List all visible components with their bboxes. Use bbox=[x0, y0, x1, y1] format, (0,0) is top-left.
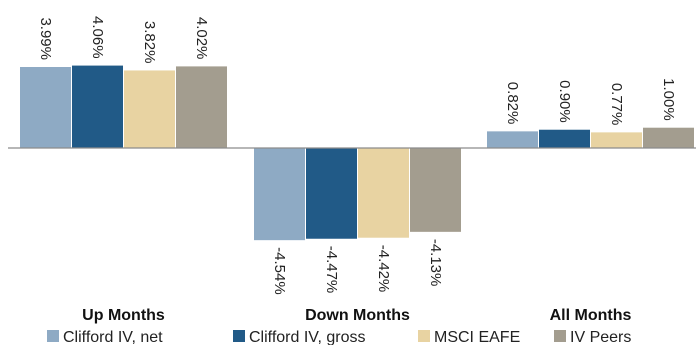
data-label-3-2: 0.90% bbox=[556, 80, 573, 123]
bar-1-2 bbox=[72, 65, 123, 148]
data-label-2-4: -4.13% bbox=[427, 239, 444, 287]
category-label-1: Up Months bbox=[82, 307, 165, 324]
bar-3-1 bbox=[487, 131, 538, 148]
data-label-1-2: 4.06% bbox=[89, 16, 106, 59]
data-label-3-1: 0.82% bbox=[504, 82, 521, 125]
bar-1-4 bbox=[176, 66, 227, 148]
bars-group bbox=[20, 65, 694, 241]
category-labels-group: Up Months Down Months All Months bbox=[82, 307, 631, 324]
data-label-3-4: 1.00% bbox=[660, 78, 677, 121]
legend: Clifford IV, net Clifford IV, gross MSCI E… bbox=[47, 329, 631, 345]
legend-label-4: IV Peers bbox=[570, 329, 631, 345]
data-label-3-3: 0.77% bbox=[608, 83, 625, 126]
legend-label-2: Clifford IV, gross bbox=[249, 329, 366, 345]
legend-swatch-2 bbox=[233, 330, 245, 342]
bar-1-1 bbox=[20, 67, 71, 148]
bar-3-2 bbox=[539, 129, 590, 148]
bar-3-4 bbox=[643, 127, 694, 148]
data-label-2-2: -4.47% bbox=[323, 246, 340, 294]
legend-label-3: MSCI EAFE bbox=[434, 329, 520, 345]
category-label-3: All Months bbox=[550, 307, 632, 324]
category-label-2: Down Months bbox=[305, 307, 410, 324]
legend-swatch-1 bbox=[47, 330, 59, 342]
bar-1-3 bbox=[124, 70, 175, 148]
data-label-1-1: 3.99% bbox=[37, 17, 54, 60]
data-label-1-3: 3.82% bbox=[141, 21, 158, 64]
data-label-1-4: 4.02% bbox=[193, 17, 210, 60]
data-label-2-1: -4.54% bbox=[271, 247, 288, 295]
bar-2-2 bbox=[306, 148, 357, 239]
data-label-2-3: -4.42% bbox=[375, 245, 392, 293]
bar-2-4 bbox=[410, 148, 461, 232]
bar-2-1 bbox=[254, 148, 305, 241]
bar-2-3 bbox=[358, 148, 409, 238]
legend-swatch-3 bbox=[418, 330, 430, 342]
legend-swatch-4 bbox=[554, 330, 566, 342]
data-labels-group: 3.99% 4.06% 3.82% 4.02% -4.54% -4.47% -4.42% -4… bbox=[37, 16, 677, 295]
legend-label-1: Clifford IV, net bbox=[63, 329, 163, 345]
bar-3-3 bbox=[591, 132, 642, 148]
